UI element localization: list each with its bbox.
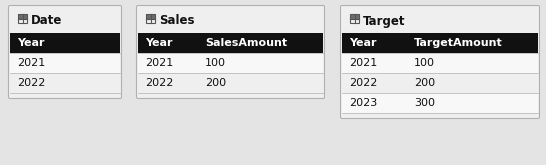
- Bar: [350, 14, 359, 18]
- Text: 2021: 2021: [145, 58, 173, 68]
- Text: Target: Target: [363, 15, 406, 28]
- Text: 2022: 2022: [349, 78, 377, 88]
- Bar: [138, 73, 323, 93]
- Text: 2022: 2022: [17, 78, 45, 88]
- Bar: [18, 14, 27, 23]
- Bar: [138, 53, 323, 73]
- Text: Date: Date: [31, 15, 62, 28]
- Text: 300: 300: [414, 98, 435, 108]
- FancyBboxPatch shape: [9, 5, 122, 99]
- Text: 200: 200: [205, 78, 226, 88]
- Text: Year: Year: [145, 38, 173, 48]
- Text: TargetAmount: TargetAmount: [414, 38, 503, 48]
- Bar: [342, 33, 538, 53]
- Bar: [342, 73, 538, 93]
- Text: 100: 100: [414, 58, 435, 68]
- Text: Year: Year: [349, 38, 377, 48]
- FancyBboxPatch shape: [341, 5, 539, 118]
- FancyBboxPatch shape: [136, 5, 324, 99]
- Bar: [138, 33, 323, 53]
- Text: SalesAmount: SalesAmount: [205, 38, 287, 48]
- Text: 2021: 2021: [349, 58, 377, 68]
- Bar: [18, 14, 27, 18]
- Bar: [342, 53, 538, 73]
- Text: 200: 200: [414, 78, 435, 88]
- Text: 100: 100: [205, 58, 226, 68]
- Bar: [10, 33, 120, 53]
- Bar: [10, 73, 120, 93]
- Bar: [10, 53, 120, 73]
- Text: Sales: Sales: [159, 15, 194, 28]
- Text: 2022: 2022: [145, 78, 174, 88]
- Bar: [146, 14, 155, 23]
- Text: 2023: 2023: [349, 98, 377, 108]
- Bar: [342, 93, 538, 113]
- Bar: [350, 14, 359, 23]
- Text: 2021: 2021: [17, 58, 45, 68]
- Text: Year: Year: [17, 38, 45, 48]
- Bar: [146, 14, 155, 18]
